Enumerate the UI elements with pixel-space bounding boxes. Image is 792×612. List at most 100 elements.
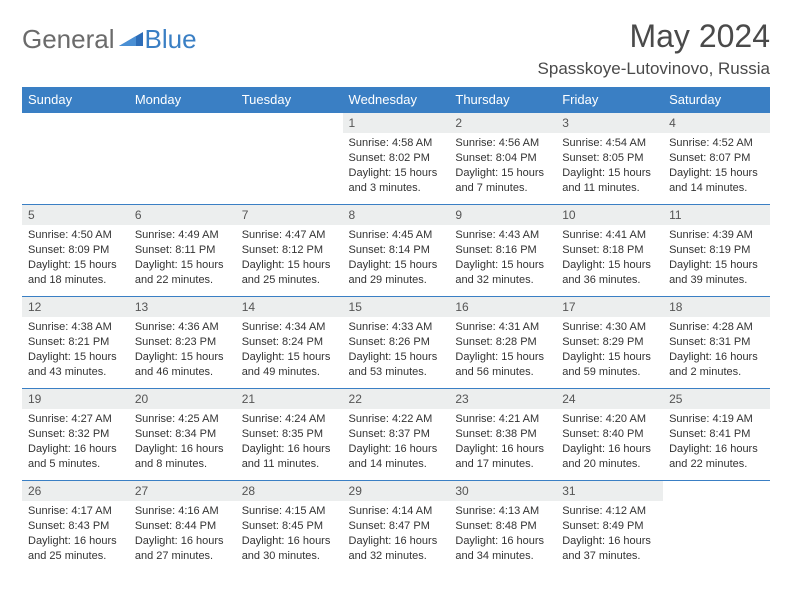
calendar-cell: 19Sunrise: 4:27 AMSunset: 8:32 PMDayligh…	[22, 388, 129, 480]
sunset-text: Sunset: 8:21 PM	[28, 335, 123, 350]
weekday-header: Wednesday	[343, 87, 450, 112]
day-number	[663, 480, 770, 487]
daylight-text: Daylight: 16 hours and 2 minutes.	[669, 350, 764, 380]
calendar-cell	[663, 480, 770, 572]
day-details: Sunrise: 4:20 AMSunset: 8:40 PMDaylight:…	[556, 409, 663, 475]
sunset-text: Sunset: 8:09 PM	[28, 243, 123, 258]
day-number: 10	[556, 204, 663, 225]
sunrise-text: Sunrise: 4:15 AM	[242, 504, 337, 519]
sunset-text: Sunset: 8:41 PM	[669, 427, 764, 442]
sunrise-text: Sunrise: 4:22 AM	[349, 412, 444, 427]
day-number: 1	[343, 112, 450, 133]
location: Spasskoye-Lutovinovo, Russia	[538, 59, 770, 79]
day-number: 17	[556, 296, 663, 317]
day-details: Sunrise: 4:17 AMSunset: 8:43 PMDaylight:…	[22, 501, 129, 567]
calendar-cell	[129, 112, 236, 204]
sunrise-text: Sunrise: 4:14 AM	[349, 504, 444, 519]
calendar-cell: 3Sunrise: 4:54 AMSunset: 8:05 PMDaylight…	[556, 112, 663, 204]
daylight-text: Daylight: 15 hours and 53 minutes.	[349, 350, 444, 380]
weekday-header-row: SundayMondayTuesdayWednesdayThursdayFrid…	[22, 87, 770, 112]
sunset-text: Sunset: 8:23 PM	[135, 335, 230, 350]
daylight-text: Daylight: 15 hours and 3 minutes.	[349, 166, 444, 196]
daylight-text: Daylight: 16 hours and 25 minutes.	[28, 534, 123, 564]
day-details: Sunrise: 4:15 AMSunset: 8:45 PMDaylight:…	[236, 501, 343, 567]
day-details: Sunrise: 4:54 AMSunset: 8:05 PMDaylight:…	[556, 133, 663, 199]
calendar-cell: 7Sunrise: 4:47 AMSunset: 8:12 PMDaylight…	[236, 204, 343, 296]
day-number: 29	[343, 480, 450, 501]
calendar-cell: 8Sunrise: 4:45 AMSunset: 8:14 PMDaylight…	[343, 204, 450, 296]
logo-text-blue: Blue	[145, 24, 197, 55]
calendar-week-row: 19Sunrise: 4:27 AMSunset: 8:32 PMDayligh…	[22, 388, 770, 480]
sunset-text: Sunset: 8:26 PM	[349, 335, 444, 350]
daylight-text: Daylight: 16 hours and 5 minutes.	[28, 442, 123, 472]
day-number: 14	[236, 296, 343, 317]
sunset-text: Sunset: 8:34 PM	[135, 427, 230, 442]
sunset-text: Sunset: 8:05 PM	[562, 151, 657, 166]
day-details: Sunrise: 4:33 AMSunset: 8:26 PMDaylight:…	[343, 317, 450, 383]
weekday-header: Friday	[556, 87, 663, 112]
day-number: 22	[343, 388, 450, 409]
daylight-text: Daylight: 16 hours and 37 minutes.	[562, 534, 657, 564]
daylight-text: Daylight: 16 hours and 20 minutes.	[562, 442, 657, 472]
day-number: 3	[556, 112, 663, 133]
day-details: Sunrise: 4:30 AMSunset: 8:29 PMDaylight:…	[556, 317, 663, 383]
daylight-text: Daylight: 15 hours and 18 minutes.	[28, 258, 123, 288]
day-number	[236, 112, 343, 119]
sunrise-text: Sunrise: 4:41 AM	[562, 228, 657, 243]
sunset-text: Sunset: 8:35 PM	[242, 427, 337, 442]
calendar-cell: 26Sunrise: 4:17 AMSunset: 8:43 PMDayligh…	[22, 480, 129, 572]
logo: General Blue	[22, 24, 197, 55]
sunset-text: Sunset: 8:04 PM	[455, 151, 550, 166]
sunset-text: Sunset: 8:28 PM	[455, 335, 550, 350]
daylight-text: Daylight: 15 hours and 7 minutes.	[455, 166, 550, 196]
day-number: 13	[129, 296, 236, 317]
sunrise-text: Sunrise: 4:17 AM	[28, 504, 123, 519]
daylight-text: Daylight: 15 hours and 49 minutes.	[242, 350, 337, 380]
day-number: 28	[236, 480, 343, 501]
sunset-text: Sunset: 8:14 PM	[349, 243, 444, 258]
header: General Blue May 2024 Spasskoye-Lutovino…	[22, 18, 770, 79]
sunrise-text: Sunrise: 4:30 AM	[562, 320, 657, 335]
sunrise-text: Sunrise: 4:21 AM	[455, 412, 550, 427]
calendar-cell: 13Sunrise: 4:36 AMSunset: 8:23 PMDayligh…	[129, 296, 236, 388]
sunset-text: Sunset: 8:29 PM	[562, 335, 657, 350]
daylight-text: Daylight: 15 hours and 25 minutes.	[242, 258, 337, 288]
sunrise-text: Sunrise: 4:27 AM	[28, 412, 123, 427]
sunrise-text: Sunrise: 4:28 AM	[669, 320, 764, 335]
day-number: 25	[663, 388, 770, 409]
sunset-text: Sunset: 8:02 PM	[349, 151, 444, 166]
daylight-text: Daylight: 15 hours and 14 minutes.	[669, 166, 764, 196]
day-number	[129, 112, 236, 119]
logo-triangle-icon	[119, 28, 143, 51]
day-number: 19	[22, 388, 129, 409]
title-block: May 2024 Spasskoye-Lutovinovo, Russia	[538, 18, 770, 79]
sunset-text: Sunset: 8:45 PM	[242, 519, 337, 534]
calendar-week-row: 5Sunrise: 4:50 AMSunset: 8:09 PMDaylight…	[22, 204, 770, 296]
day-details: Sunrise: 4:45 AMSunset: 8:14 PMDaylight:…	[343, 225, 450, 291]
sunrise-text: Sunrise: 4:50 AM	[28, 228, 123, 243]
sunrise-text: Sunrise: 4:31 AM	[455, 320, 550, 335]
calendar-week-row: 12Sunrise: 4:38 AMSunset: 8:21 PMDayligh…	[22, 296, 770, 388]
calendar-cell: 16Sunrise: 4:31 AMSunset: 8:28 PMDayligh…	[449, 296, 556, 388]
daylight-text: Daylight: 16 hours and 34 minutes.	[455, 534, 550, 564]
daylight-text: Daylight: 16 hours and 11 minutes.	[242, 442, 337, 472]
daylight-text: Daylight: 15 hours and 11 minutes.	[562, 166, 657, 196]
weekday-header: Thursday	[449, 87, 556, 112]
sunset-text: Sunset: 8:24 PM	[242, 335, 337, 350]
day-details: Sunrise: 4:19 AMSunset: 8:41 PMDaylight:…	[663, 409, 770, 475]
day-number: 30	[449, 480, 556, 501]
sunset-text: Sunset: 8:19 PM	[669, 243, 764, 258]
calendar-cell: 14Sunrise: 4:34 AMSunset: 8:24 PMDayligh…	[236, 296, 343, 388]
day-details: Sunrise: 4:39 AMSunset: 8:19 PMDaylight:…	[663, 225, 770, 291]
day-details: Sunrise: 4:52 AMSunset: 8:07 PMDaylight:…	[663, 133, 770, 199]
sunset-text: Sunset: 8:38 PM	[455, 427, 550, 442]
day-number: 24	[556, 388, 663, 409]
calendar-cell: 15Sunrise: 4:33 AMSunset: 8:26 PMDayligh…	[343, 296, 450, 388]
sunset-text: Sunset: 8:11 PM	[135, 243, 230, 258]
day-details: Sunrise: 4:25 AMSunset: 8:34 PMDaylight:…	[129, 409, 236, 475]
calendar-week-row: 1Sunrise: 4:58 AMSunset: 8:02 PMDaylight…	[22, 112, 770, 204]
sunrise-text: Sunrise: 4:20 AM	[562, 412, 657, 427]
calendar-cell: 22Sunrise: 4:22 AMSunset: 8:37 PMDayligh…	[343, 388, 450, 480]
day-details: Sunrise: 4:27 AMSunset: 8:32 PMDaylight:…	[22, 409, 129, 475]
day-number: 18	[663, 296, 770, 317]
